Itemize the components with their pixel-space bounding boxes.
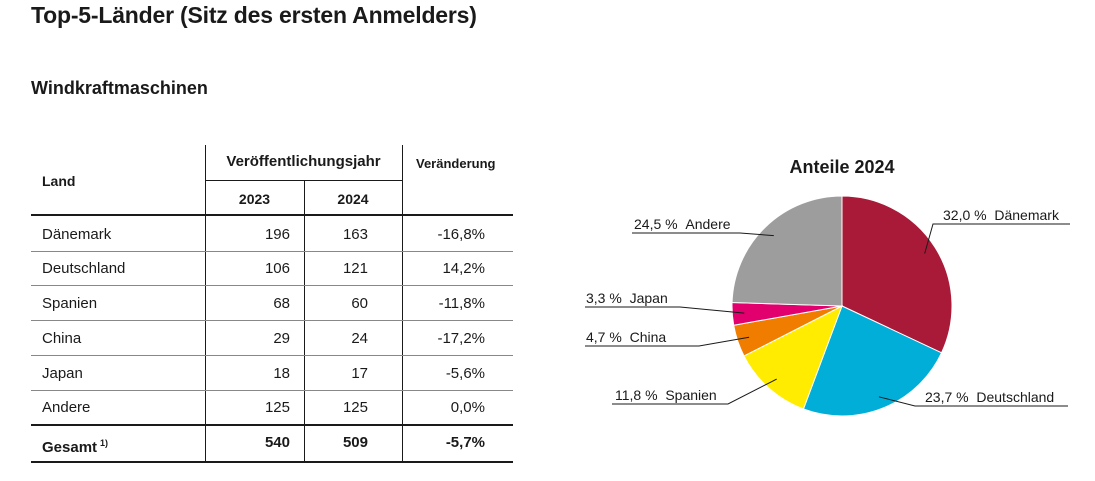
pie-leader-line xyxy=(878,396,1068,407)
header-year-group: Veröffentlichungsjahr xyxy=(226,153,381,170)
pie-slice xyxy=(841,195,953,354)
total-2024: 509 xyxy=(342,434,368,451)
pie-label: 23,7 % Deutschland xyxy=(925,389,1054,405)
table-cell-land: Spanien xyxy=(42,295,98,312)
pie-label: 24,5 % Andere xyxy=(634,216,731,232)
pie-slice xyxy=(731,195,843,307)
row-rule xyxy=(31,390,513,391)
table-cell-2023: 106 xyxy=(264,260,290,277)
table-cell-change: -5,6% xyxy=(445,365,485,382)
table-cell-2023: 196 xyxy=(264,226,290,243)
pie-category-label: Dänemark xyxy=(987,207,1060,223)
bottom-rule xyxy=(31,461,513,463)
total-rule xyxy=(31,424,513,426)
table-cell-change: -16,8% xyxy=(437,226,485,243)
pie-category-label: Spanien xyxy=(658,387,717,403)
row-rule xyxy=(31,355,513,356)
pie-value-label: 4,7 % xyxy=(586,329,622,345)
pie-value-label: 32,0 % xyxy=(943,207,987,223)
chart-title: Anteile 2024 xyxy=(789,157,894,177)
table-cell-change: -11,8% xyxy=(438,295,485,312)
table-cell-2023: 68 xyxy=(273,295,290,312)
header-subrule xyxy=(205,180,402,181)
total-label: Gesamt 1) xyxy=(42,434,108,457)
table-cell-2023: 125 xyxy=(264,399,290,416)
table-cell-2024: 60 xyxy=(351,295,368,312)
pie-value-label: 24,5 % xyxy=(634,216,678,232)
pie-leader-line xyxy=(585,306,745,314)
pie-category-label: China xyxy=(622,329,667,345)
table-cell-2023: 29 xyxy=(273,330,290,347)
table-cell-change: 0,0% xyxy=(450,399,485,416)
pie-labels: 32,0 % Dänemark 23,7 % Deutschland 11,8 % … xyxy=(585,207,1070,407)
total-2023: 540 xyxy=(264,434,290,451)
table-cell-land: China xyxy=(42,330,82,347)
header-land: Land xyxy=(42,173,76,189)
row-rule xyxy=(31,320,513,321)
header-change: Veränderung xyxy=(416,156,496,171)
table-cell-land: Japan xyxy=(42,365,83,382)
pie-value-label: 23,7 % xyxy=(925,389,969,405)
table-cell-2024: 17 xyxy=(351,365,368,382)
total-change: -5,7% xyxy=(445,434,485,451)
table-divider xyxy=(402,145,403,463)
header-rule xyxy=(31,214,513,216)
table-divider xyxy=(205,145,206,463)
pie-category-label: Andere xyxy=(678,216,731,232)
header-year-2023: 2023 xyxy=(238,191,271,207)
table-cell-2024: 163 xyxy=(342,226,368,243)
pie-leader-line xyxy=(924,223,1070,254)
pie-label: 3,3 % Japan xyxy=(586,290,668,306)
table-cell-2023: 18 xyxy=(273,365,290,382)
pie-leader-line xyxy=(585,336,750,347)
page-title: Top-5-Länder (Sitz des ersten Anmelders) xyxy=(31,2,477,28)
table-cell-change: -17,2% xyxy=(437,330,485,347)
pie-leader-line xyxy=(612,378,777,405)
pie-value-label: 11,8 % xyxy=(615,387,658,403)
pie-category-label: Deutschland xyxy=(969,389,1055,405)
row-rule xyxy=(31,251,513,252)
table-cell-2024: 121 xyxy=(342,260,368,277)
pie-slice xyxy=(802,305,943,417)
table-cell-land: Dänemark xyxy=(42,226,112,243)
pie-value-label: 3,3 % xyxy=(586,290,622,306)
section-title: Windkraftmaschinen xyxy=(31,78,208,98)
pie-leader-line xyxy=(632,232,774,237)
pie-label: 11,8 % Spanien xyxy=(615,387,717,403)
row-rule xyxy=(31,285,513,286)
table-cell-2024: 125 xyxy=(342,399,368,416)
total-label-text: Gesamt xyxy=(42,439,98,456)
header-year-2024: 2024 xyxy=(337,191,369,207)
data-table: Land Veröffentlichungsjahr Veränderung 2… xyxy=(31,145,513,463)
pie-label: 4,7 % China xyxy=(586,329,666,345)
table-cell-change: 14,2% xyxy=(442,260,485,277)
pie-category-label: Japan xyxy=(622,290,668,306)
pie-slices xyxy=(731,195,953,417)
table-divider xyxy=(304,180,305,463)
table-cell-land: Andere xyxy=(42,399,91,416)
pie-label: 32,0 % Dänemark xyxy=(943,207,1060,223)
table-cell-land: Deutschland xyxy=(42,260,126,277)
table-cell-2024: 24 xyxy=(351,330,368,347)
footnote-marker: 1) xyxy=(100,438,109,448)
